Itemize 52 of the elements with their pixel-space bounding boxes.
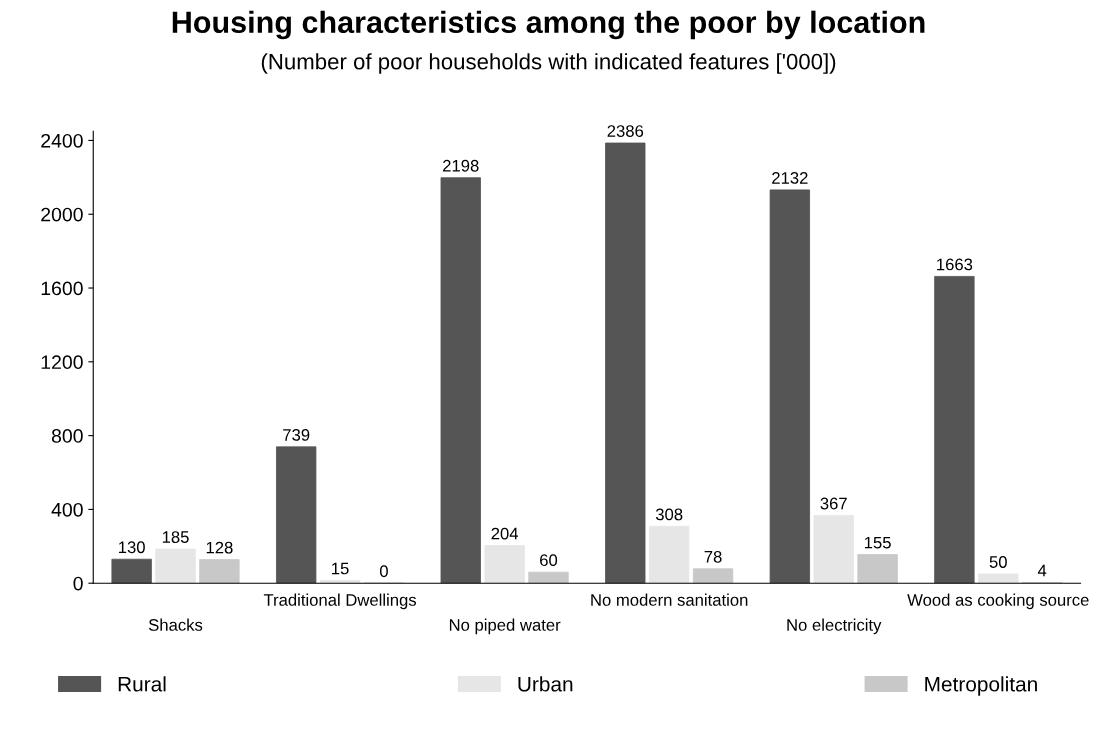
legend-label: Metropolitan (925, 676, 1037, 696)
legend-label: Rural (118, 676, 166, 692)
data-label: 185 (162, 531, 189, 543)
data-label: 155 (864, 536, 891, 549)
bar (155, 548, 196, 584)
bar (769, 189, 811, 584)
bar (857, 554, 898, 584)
bar (813, 515, 854, 584)
data-label: 4 (1037, 564, 1047, 577)
x-tick-label: Wood as cooking source (907, 593, 1089, 610)
y-tick-label: 800 (51, 429, 83, 443)
y-tick-label: 2000 (41, 207, 83, 222)
chart-subtitle: (Number of poor households with indicated features ['000]) (261, 53, 836, 74)
y-tick-label: 2400 (41, 133, 83, 148)
y-tick-label: 400 (51, 502, 83, 517)
bar (111, 558, 152, 584)
data-label: 130 (119, 541, 145, 554)
data-label: 78 (704, 550, 722, 563)
bar (692, 568, 734, 584)
data-label: 204 (491, 527, 519, 540)
bar (978, 573, 1019, 584)
bar (649, 525, 690, 584)
data-label: 60 (540, 554, 558, 567)
bar (319, 580, 361, 584)
data-label: 367 (820, 497, 847, 510)
data-label: 128 (206, 541, 233, 554)
x-tick-label: Traditional Dwellings (263, 593, 417, 610)
data-label: 50 (989, 556, 1007, 568)
data-label: 2132 (772, 172, 808, 184)
y-tick-label: 0 (73, 576, 83, 591)
data-label: 739 (283, 428, 310, 441)
y-tick-label: 1200 (41, 355, 83, 370)
bar (484, 545, 525, 584)
bar (199, 559, 240, 584)
data-label: 15 (332, 562, 349, 575)
bar (605, 142, 646, 584)
data-label: 2198 (443, 159, 479, 172)
y-tick-label: 1600 (41, 281, 83, 296)
data-label: 1663 (937, 258, 973, 271)
bar (934, 275, 975, 584)
x-tick-label: No modern sanitation (591, 593, 748, 606)
data-label: 2386 (607, 125, 644, 137)
legend-label: Urban (518, 676, 573, 692)
x-tick-label: No piped water (449, 618, 561, 635)
x-tick-label: Shacks (148, 618, 203, 631)
chart-title: Housing characteristics among the poor by location (172, 10, 925, 40)
bar (276, 446, 317, 584)
data-label: 308 (655, 508, 683, 521)
x-tick-label: No electricity (787, 618, 882, 635)
data-label: 0 (379, 565, 388, 578)
bar (440, 177, 481, 584)
bar (528, 571, 569, 584)
